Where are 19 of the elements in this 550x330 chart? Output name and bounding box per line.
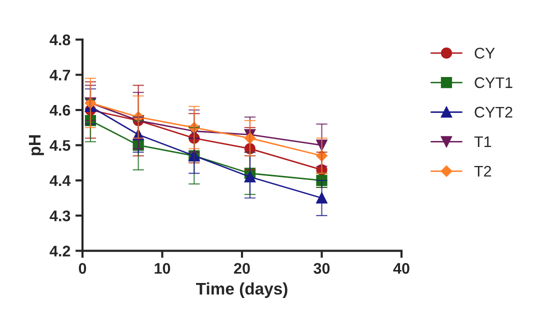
x-tick-label: 0 (78, 263, 86, 274)
x-tick-label: 10 (154, 263, 170, 274)
y-tick-label: 4.4 (50, 175, 71, 186)
x-tick-label: 30 (314, 263, 330, 274)
y-tick-label: 4.6 (50, 104, 70, 116)
x-tick-label: 20 (234, 263, 250, 274)
y-tick-label: 4.7 (50, 70, 70, 80)
y-axis-title: pH (28, 135, 44, 156)
legend-label: T1 (474, 136, 492, 147)
x-tick-label: 40 (393, 263, 410, 274)
y-tick-label: 4.2 (50, 246, 70, 256)
legend-label: T2 (474, 166, 492, 177)
y-tick-label: 4.8 (50, 34, 70, 46)
legend-label: CYT1 (474, 77, 512, 88)
x-axis-title: Time (days) (196, 282, 288, 298)
legend-label: CY (474, 48, 495, 59)
legend-label: CYT2 (474, 106, 512, 118)
y-tick-label: 4.5 (50, 140, 70, 151)
y-tick-label: 4.3 (50, 210, 70, 222)
